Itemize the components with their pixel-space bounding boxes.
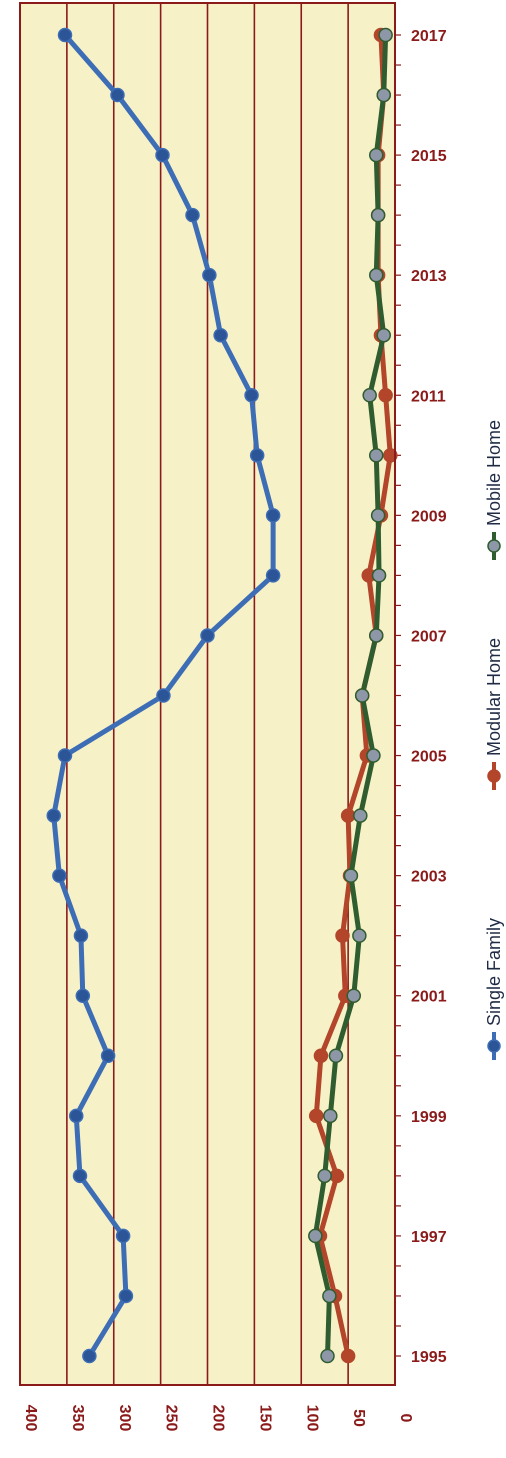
data-point [366, 748, 381, 763]
data-point [369, 267, 384, 283]
data-point [249, 448, 265, 463]
legend-item: Mobile Home [484, 420, 504, 560]
year-tick-label: 2017 [411, 28, 447, 45]
data-point [110, 87, 125, 103]
data-point [213, 327, 228, 343]
data-point [72, 1168, 88, 1184]
data-point [317, 1168, 332, 1184]
data-point [57, 27, 73, 43]
data-point [46, 808, 61, 823]
year-tick-label: 2007 [411, 628, 447, 645]
value-tick-label: 350 [69, 1405, 86, 1432]
value-tick-label: 250 [163, 1405, 180, 1432]
data-point [352, 928, 367, 943]
year-tick-label: 2015 [411, 148, 447, 165]
data-point [202, 267, 217, 283]
year-tick-label: 2005 [411, 749, 447, 766]
year-tick-label: 2011 [411, 388, 446, 405]
data-point [52, 868, 67, 883]
year-tick-labels: 1995 1997 1999 2001 2003 2005 2007 2009 2011 2013… [411, 28, 447, 1366]
data-point [343, 868, 359, 883]
value-tick-labels: 0 50 100 150 200 250 300 350 400 [22, 1405, 414, 1432]
data-point [200, 628, 215, 643]
legend-item: Modular Home [484, 638, 504, 790]
data-point [369, 448, 384, 463]
data-point [329, 1168, 345, 1184]
legend-swatch-marker [487, 539, 501, 553]
data-point [369, 628, 384, 643]
value-tick-label: 200 [210, 1405, 227, 1432]
year-tick-label: 2013 [411, 268, 447, 285]
data-point [340, 808, 356, 823]
data-point [75, 988, 91, 1003]
data-point [73, 928, 89, 943]
year-tick-label: 2009 [411, 508, 447, 525]
data-point [118, 1288, 134, 1304]
value-tick-label: 300 [116, 1405, 133, 1432]
data-point [320, 1348, 335, 1364]
data-point [57, 748, 73, 763]
value-tick-label: 400 [22, 1405, 39, 1432]
data-point [362, 388, 377, 403]
data-point [323, 1108, 338, 1124]
data-point [82, 1348, 97, 1364]
legend-swatch-marker [487, 1039, 501, 1053]
data-point [370, 207, 386, 223]
data-point [376, 327, 391, 343]
data-point [354, 688, 370, 703]
data-point [156, 688, 171, 703]
data-point [309, 1108, 324, 1124]
year-tick-label: 2003 [411, 869, 447, 886]
legend-label: Mobile Home [484, 420, 504, 526]
legend: Single Family Modular Home Mobile Home [484, 420, 504, 1060]
legend-item: Single Family [484, 918, 504, 1060]
data-point [369, 147, 384, 163]
data-point [340, 1348, 356, 1364]
data-point [383, 448, 398, 463]
data-point [376, 87, 391, 103]
data-point [371, 568, 387, 583]
data-point [378, 388, 393, 403]
series-single-family [46, 27, 281, 1364]
data-point [313, 1048, 329, 1064]
legend-label: Modular Home [484, 638, 504, 756]
year-tick-label: 1997 [411, 1229, 447, 1246]
value-tick-label: 0 [397, 1414, 414, 1423]
data-point [378, 27, 393, 43]
data-point [335, 928, 350, 943]
data-point [328, 1048, 344, 1064]
data-point [265, 568, 281, 583]
year-tick-label: 1995 [411, 1349, 447, 1366]
data-point [185, 207, 200, 223]
data-point [346, 988, 361, 1003]
plot-frame [19, 2, 396, 1386]
value-tick-label: 100 [303, 1405, 320, 1432]
data-point [155, 147, 170, 163]
data-point [265, 508, 281, 523]
gridlines [66, 3, 349, 1385]
data-point [100, 1048, 116, 1064]
year-tick-label: 1999 [411, 1109, 447, 1126]
legend-swatch-marker [487, 769, 501, 783]
data-point [370, 508, 386, 523]
data-point [353, 808, 368, 823]
data-point [322, 1288, 337, 1304]
data-point [244, 388, 259, 403]
data-point [115, 1228, 131, 1244]
value-tick-label: 150 [256, 1405, 273, 1432]
series-mobile-home [308, 27, 393, 1364]
data-point [308, 1228, 323, 1244]
legend-label: Single Family [484, 918, 504, 1026]
value-tick-label: 50 [350, 1409, 367, 1427]
data-point [69, 1108, 84, 1124]
year-tick-label: 2001 [411, 989, 447, 1006]
series-layer [46, 27, 398, 1364]
